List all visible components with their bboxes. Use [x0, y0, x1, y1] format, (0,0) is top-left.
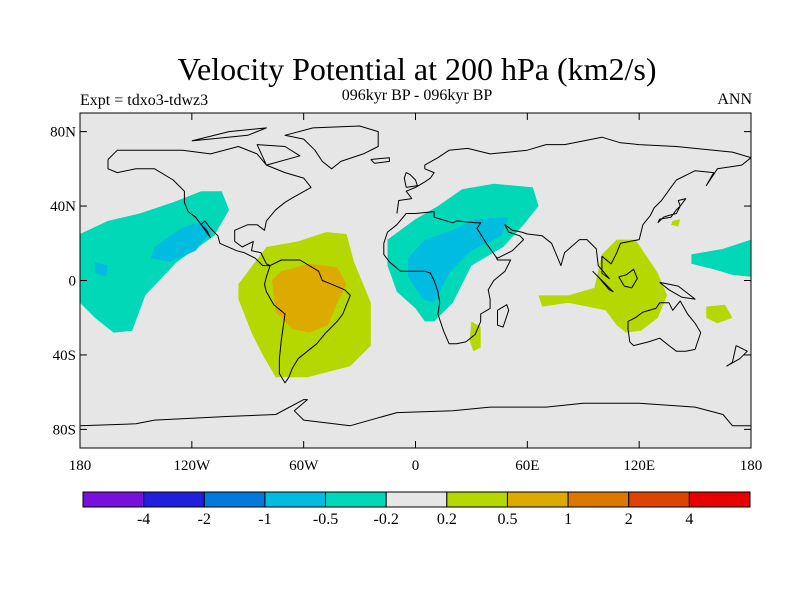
season-label: ANN [717, 91, 752, 108]
contour-indonesia-positive [538, 239, 668, 333]
lat-tick-label: 80S [53, 422, 76, 438]
colorbar-swatch [82, 491, 145, 508]
lon-tick-label: 120E [623, 458, 655, 474]
lon-tick-label: 180 [740, 458, 763, 474]
lon-tick-label: 180 [69, 458, 92, 474]
coastline-sumatra [592, 270, 614, 293]
coastline-australia [627, 300, 702, 352]
colorbar-swatch [446, 491, 508, 508]
colorbar-label: -0.2 [374, 511, 399, 528]
colorbar-label: -0.5 [313, 511, 338, 528]
colorbar-swatch [325, 491, 387, 508]
coastline-new-guinea [659, 281, 696, 300]
lon-tick-label: 60W [289, 458, 319, 474]
lat-tick-label: 0 [69, 274, 77, 290]
contour-regions [80, 183, 751, 378]
coastline-greenland [284, 125, 379, 170]
coastline-borneo [618, 268, 638, 289]
colorbar-label: 0.5 [497, 511, 517, 528]
colorbar-swatch [506, 491, 569, 508]
colorbar-label: -4 [137, 511, 150, 528]
colorbar: -4 -2 -1 -0.5 -0.2 0.2 0.5 1 2 4 [82, 491, 751, 528]
plot-subtitle: 096kyr BP - 096kyr BP [341, 87, 493, 104]
colorbar-swatch [264, 491, 327, 508]
coastline-antarctica [80, 399, 751, 427]
coastline-japan [657, 198, 687, 224]
contour-southamerica-positive-inner [272, 263, 347, 333]
colorbar-label: 0.2 [437, 511, 457, 528]
contour-newzealand-positive-spot [706, 304, 733, 324]
lon-tick-label: 0 [412, 458, 420, 474]
plot-title: Velocity Potential at 200 hPa (km2/s) [177, 51, 657, 87]
coastline-iceland [370, 157, 390, 164]
colorbar-swatch [203, 491, 266, 508]
coastline-south-america [264, 259, 351, 384]
coastline-eurasia-africa [383, 136, 751, 345]
lon-tick-label: 60E [515, 458, 539, 474]
coastline-new-zealand [726, 345, 748, 367]
contour-pacific-negative-spot [94, 261, 108, 277]
coastline-madagascar [497, 304, 510, 328]
coastline-north-america [107, 146, 312, 267]
colorbar-swatch [628, 491, 690, 508]
contour-westpacific-negative [691, 239, 751, 277]
colorbar-label: 2 [625, 511, 633, 528]
colorbar-swatch [143, 491, 205, 508]
experiment-label: Expt = tdxo3-tdwz3 [80, 92, 209, 109]
colorbar-label: 1 [564, 511, 572, 528]
colorbar-swatch [688, 491, 751, 508]
colorbar-label: -1 [258, 511, 271, 528]
coastline-british-isles [403, 172, 418, 188]
lat-tick-label: 40N [50, 199, 76, 215]
coastline-arctic-islands [191, 127, 267, 142]
contour-japan-positive-spot [670, 219, 681, 227]
colorbar-label: -2 [198, 511, 211, 528]
coastline-baffin [256, 144, 301, 166]
colorbar-swatch [385, 491, 448, 508]
contour-australia-positive-spot [629, 317, 638, 329]
colorbar-swatch [567, 491, 630, 508]
colorbar-label: 4 [685, 511, 693, 528]
lat-tick-label: 80N [50, 125, 76, 141]
axis-ticks: 80N 40N 0 40S 80S 180 120W 60W 0 60E 120E 180 [50, 113, 762, 474]
contour-pacific-negative-inner [150, 220, 211, 262]
lon-tick-label: 120W [173, 458, 211, 474]
coastlines [80, 125, 751, 427]
lat-tick-label: 40S [53, 348, 76, 364]
